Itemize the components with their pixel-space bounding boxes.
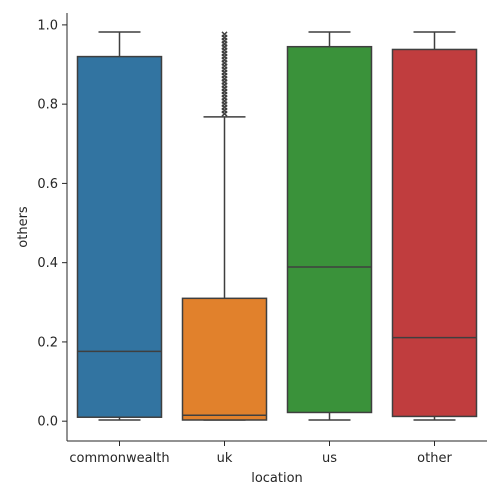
x-tick-label: us xyxy=(322,451,337,466)
y-tick-label: 0.8 xyxy=(37,98,58,113)
y-tick-label: 0.0 xyxy=(37,415,58,430)
box-iqr xyxy=(391,48,478,418)
x-axis-label: location xyxy=(251,471,303,486)
y-tick-label: 1.0 xyxy=(37,18,58,33)
y-tick-label: 0.6 xyxy=(37,177,58,192)
outlier-point xyxy=(221,31,228,38)
box-iqr xyxy=(181,297,268,421)
y-axis-label: others xyxy=(16,206,31,248)
y-tick-label: 0.2 xyxy=(37,335,58,350)
y-tick-label: 0.4 xyxy=(37,256,58,271)
box-commonwealth xyxy=(76,31,163,421)
box-other xyxy=(391,31,478,421)
box-iqr xyxy=(286,45,373,414)
x-tick-label: other xyxy=(417,451,452,466)
box-uk xyxy=(181,31,268,421)
boxes-layer xyxy=(76,31,478,421)
x-tick-label: commonwealth xyxy=(69,451,169,466)
box-us xyxy=(286,31,373,421)
x-tick-label: uk xyxy=(217,451,233,466)
y-axis: 0.0 0.2 0.4 0.6 0.8 1.0 xyxy=(37,13,68,441)
x-axis: commonwealth uk us other xyxy=(67,440,487,466)
box-iqr xyxy=(76,55,163,418)
